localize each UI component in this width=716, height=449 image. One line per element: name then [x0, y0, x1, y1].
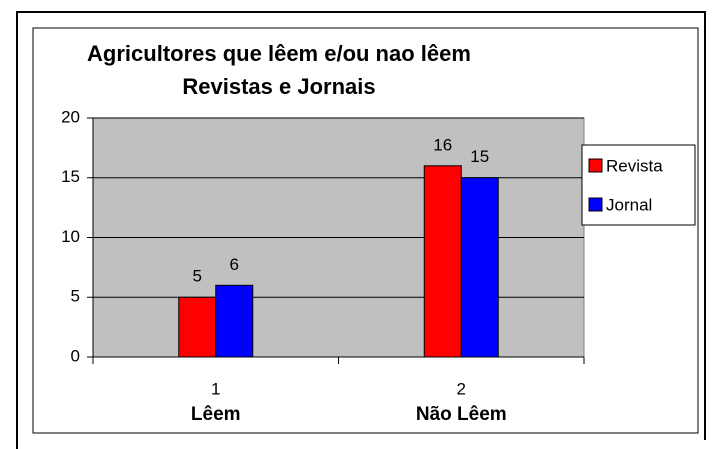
- outer-frame: [16, 11, 706, 449]
- legend-box: [581, 144, 696, 226]
- data-label: 15: [470, 147, 489, 166]
- bar: [215, 284, 254, 358]
- data-label: 6: [230, 255, 239, 274]
- x-tick-label: 2: [457, 379, 466, 398]
- legend-swatch: [588, 197, 603, 212]
- x-group-label: Lêem: [191, 404, 241, 425]
- chart-title: Revistas e Jornais: [182, 74, 375, 99]
- legend-swatch: [588, 158, 603, 173]
- y-tick-label: 0: [71, 346, 80, 365]
- chart-title: Agricultores que lêem e/ou nao lêem: [87, 41, 471, 66]
- x-tick-label: 1: [211, 379, 220, 398]
- bar: [423, 165, 462, 358]
- y-tick-label: 5: [71, 287, 80, 306]
- bar: [460, 177, 499, 358]
- bar: [178, 296, 217, 358]
- y-tick-label: 20: [61, 107, 80, 126]
- legend-label: Jornal: [606, 195, 652, 214]
- x-group-label: Não Lêem: [416, 404, 507, 425]
- data-label: 5: [193, 267, 202, 286]
- y-tick-label: 10: [61, 227, 80, 246]
- y-tick-label: 15: [61, 167, 80, 186]
- legend-label: Revista: [606, 156, 663, 175]
- data-label: 16: [433, 135, 452, 154]
